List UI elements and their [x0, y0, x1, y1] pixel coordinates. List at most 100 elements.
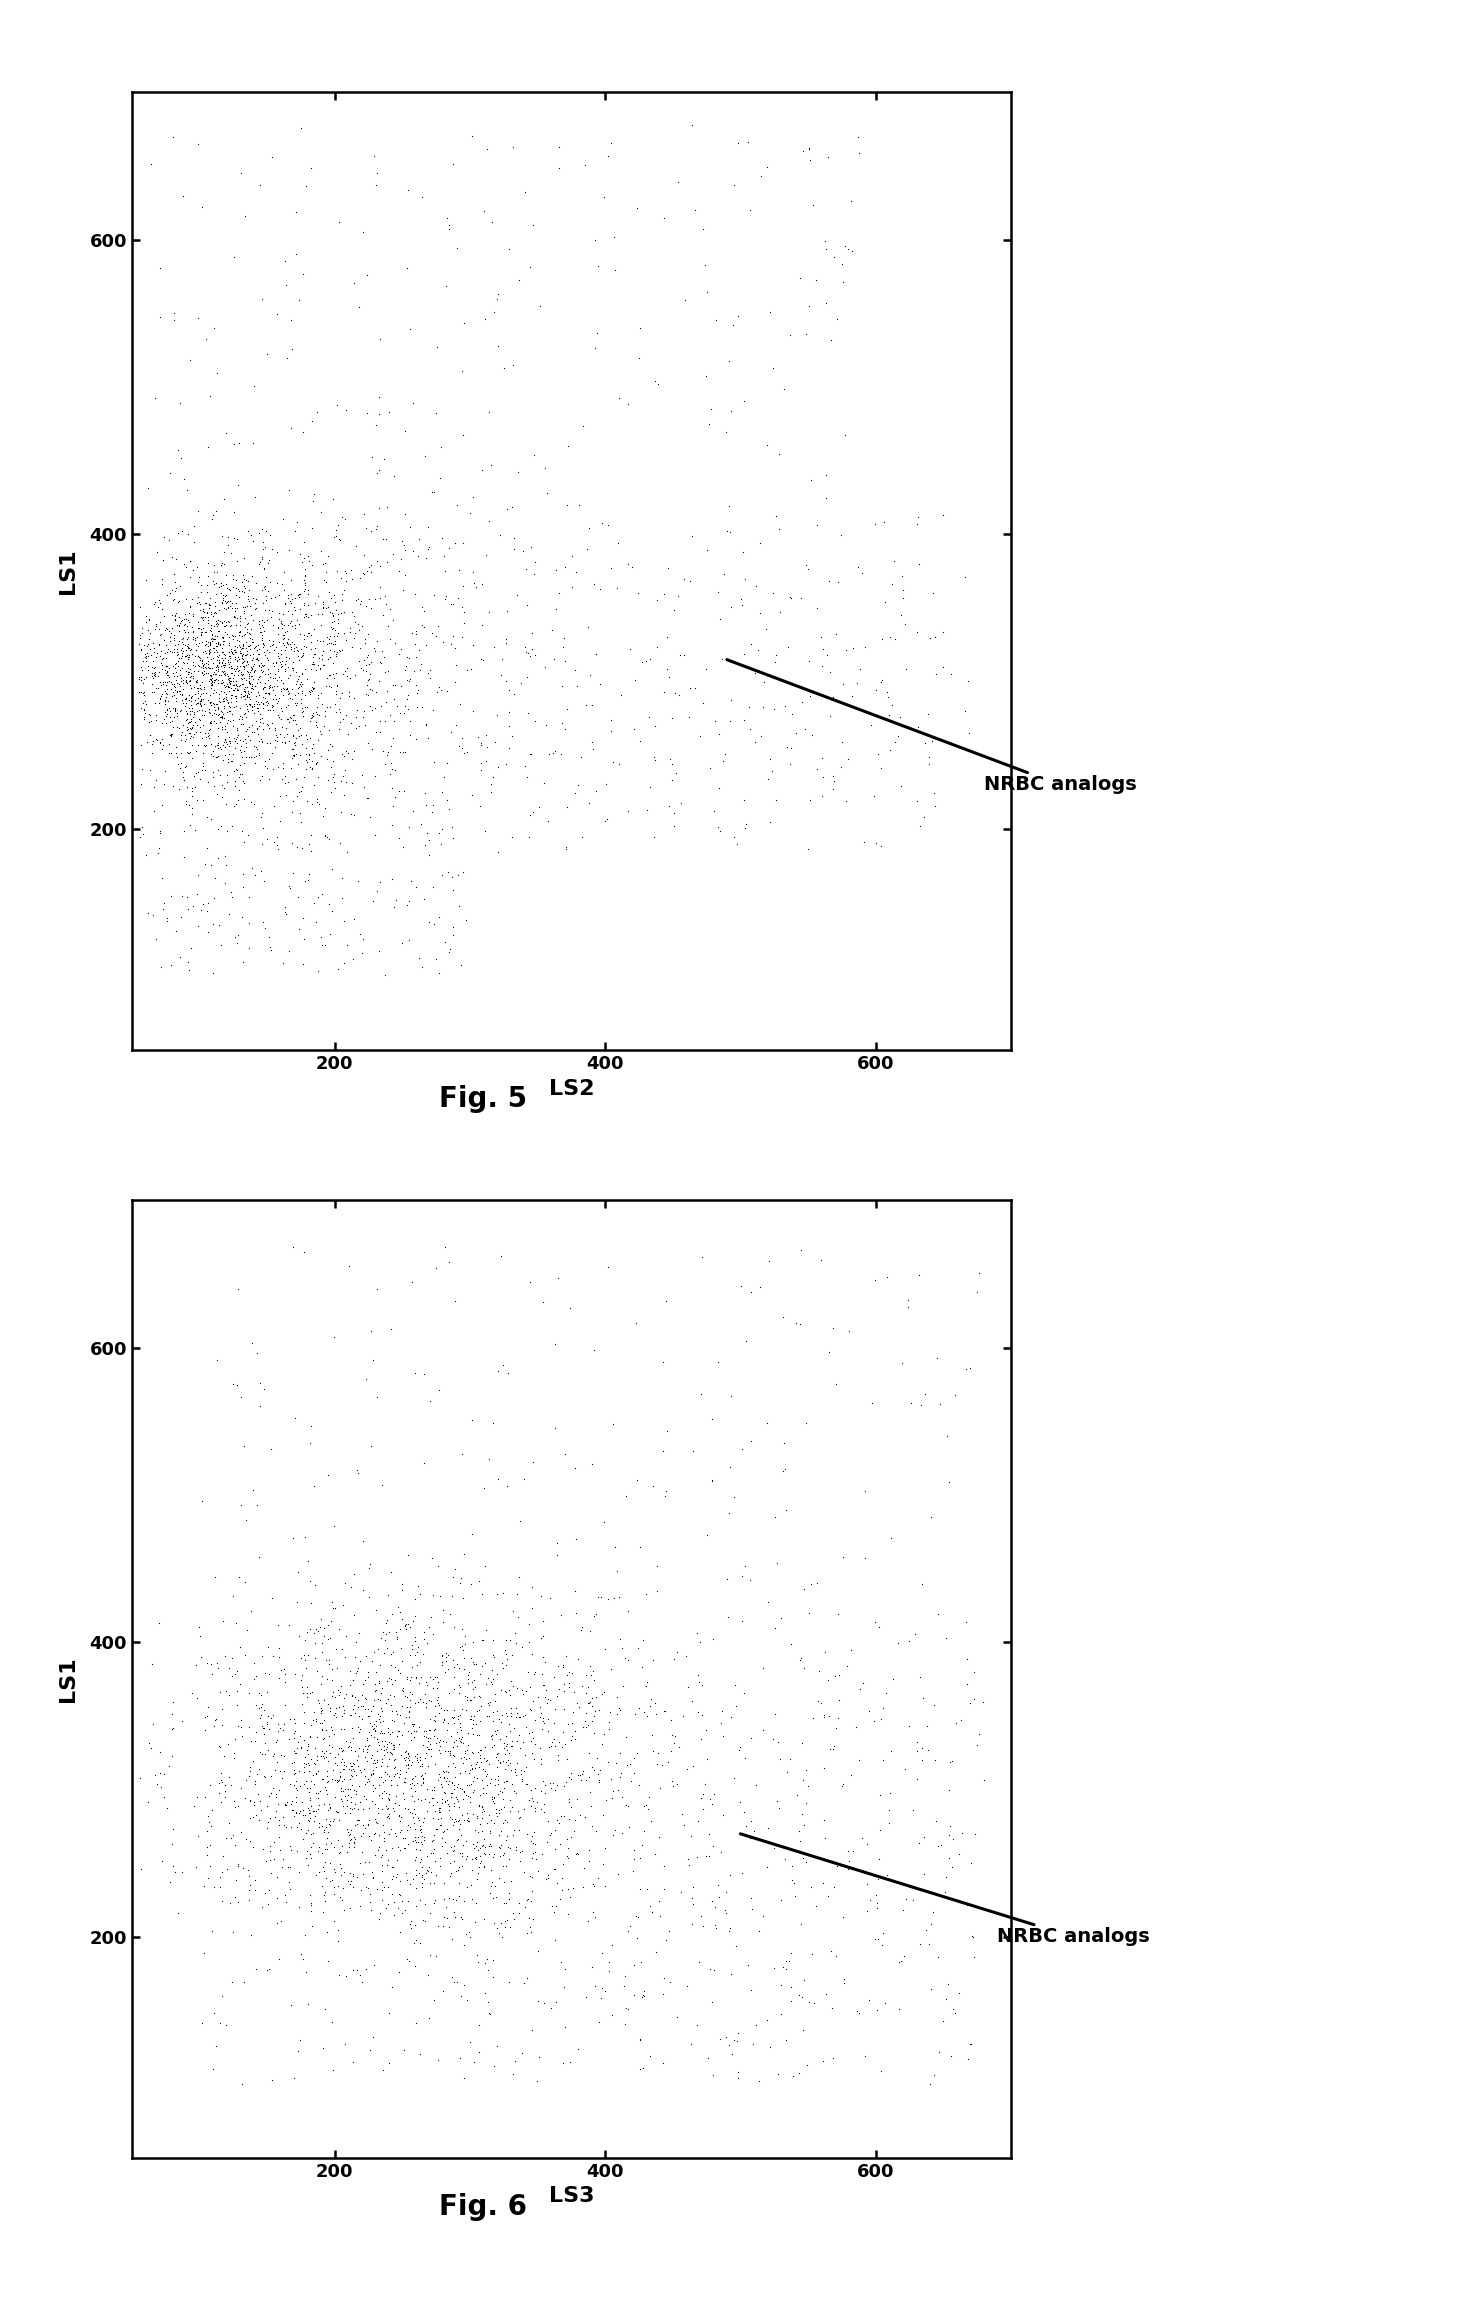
Point [623, 1833, 646, 1869]
Point [275, 623, 299, 660]
Point [214, 1671, 237, 1708]
Point [442, 1770, 466, 1807]
Point [343, 1733, 366, 1770]
Point [204, 1701, 227, 1738]
Point [426, 1731, 450, 1768]
Point [249, 1699, 272, 1736]
Point [272, 1706, 296, 1743]
Point [456, 1837, 479, 1874]
Point [382, 1883, 406, 1920]
Point [368, 662, 391, 699]
Point [784, 1876, 807, 1913]
Point [437, 932, 460, 969]
Point [226, 1653, 249, 1689]
Point [173, 614, 196, 651]
Point [519, 1669, 542, 1706]
Point [385, 1856, 409, 1893]
Point [149, 646, 173, 683]
Point [136, 896, 160, 932]
Point [620, 1763, 643, 1800]
Point [470, 1623, 494, 1659]
Point [494, 1623, 517, 1659]
Point [820, 757, 844, 794]
Point [955, 1641, 979, 1678]
Point [460, 1851, 483, 1888]
Point [312, 1893, 335, 1929]
Point [924, 1803, 948, 1839]
Point [507, 1597, 530, 1634]
Point [325, 674, 349, 711]
Point [958, 1350, 982, 1387]
Point [384, 1784, 407, 1821]
Point [167, 623, 190, 660]
Point [142, 674, 166, 711]
Point [327, 1835, 350, 1872]
Point [270, 605, 293, 642]
Point [340, 552, 363, 589]
Point [214, 1819, 237, 1856]
Point [362, 1745, 385, 1782]
Point [428, 1694, 451, 1731]
Point [338, 1770, 362, 1807]
Point [365, 1593, 388, 1629]
Point [406, 688, 429, 725]
Point [886, 1992, 910, 2029]
Point [461, 628, 485, 665]
Point [624, 662, 648, 699]
Point [151, 565, 174, 602]
Point [579, 1657, 602, 1694]
Point [502, 1899, 526, 1936]
Point [189, 702, 212, 739]
Point [234, 1563, 258, 1599]
Point [459, 494, 482, 531]
Point [180, 676, 204, 713]
Point [170, 639, 193, 676]
Point [420, 1823, 444, 1860]
Point [183, 676, 207, 713]
Point [207, 683, 230, 720]
Point [294, 1814, 318, 1851]
Point [839, 1632, 863, 1669]
Point [224, 785, 248, 822]
Point [435, 1835, 459, 1872]
Point [478, 1814, 501, 1851]
Point [325, 1761, 349, 1798]
Point [453, 2059, 476, 2096]
Point [189, 586, 212, 623]
Point [469, 1837, 492, 1874]
Point [396, 1941, 419, 1978]
Point [535, 1671, 558, 1708]
Point [177, 602, 201, 639]
Point [287, 718, 311, 755]
Point [378, 1816, 401, 1853]
Point [242, 630, 265, 667]
Point [171, 665, 195, 702]
Point [453, 1738, 476, 1775]
Point [309, 1602, 333, 1639]
Point [863, 1260, 886, 1297]
Point [779, 1983, 803, 2020]
Point [481, 1941, 504, 1978]
Point [665, 1766, 689, 1803]
Point [357, 582, 381, 619]
Point [324, 1761, 347, 1798]
Point [300, 669, 324, 706]
Point [275, 577, 299, 614]
Point [738, 1563, 762, 1599]
Point [224, 598, 248, 635]
Point [211, 642, 234, 679]
Point [278, 1828, 302, 1865]
Point [338, 1791, 362, 1828]
Point [785, 1777, 809, 1814]
Point [221, 709, 245, 745]
Point [371, 1724, 394, 1761]
Point [330, 1779, 353, 1816]
Point [179, 692, 202, 729]
Point [300, 729, 324, 766]
Point [237, 582, 261, 619]
Point [363, 582, 387, 619]
Point [155, 646, 179, 683]
Point [438, 1595, 461, 1632]
Point [258, 655, 281, 692]
Point [160, 665, 183, 702]
